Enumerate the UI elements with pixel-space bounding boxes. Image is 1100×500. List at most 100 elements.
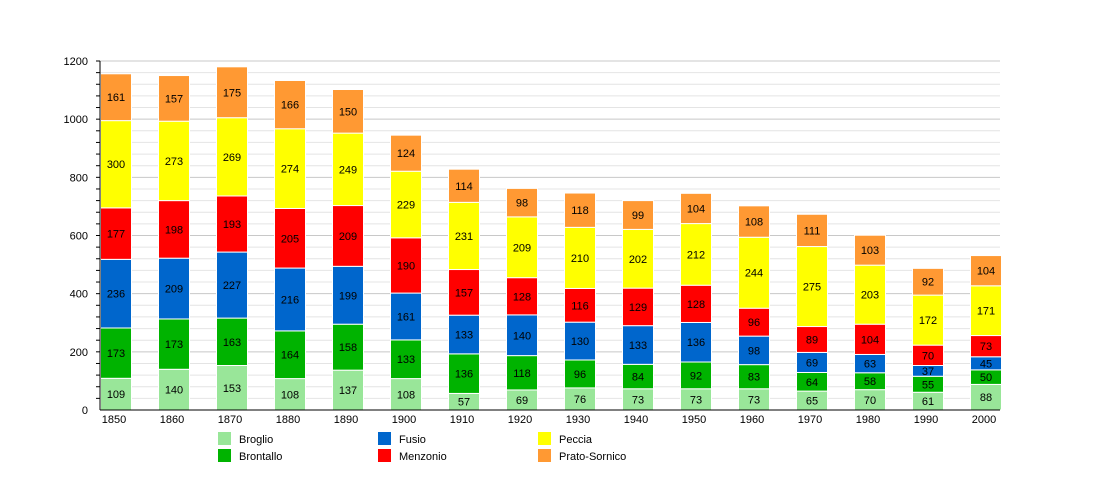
data-label: 73 (632, 394, 644, 406)
data-label: 300 (107, 159, 125, 171)
bar-segment-menzonio (216, 195, 248, 253)
data-label: 203 (861, 290, 879, 302)
data-label: 130 (571, 336, 589, 348)
legend-swatch (378, 432, 391, 445)
x-tick-label: 1970 (798, 414, 822, 426)
bar-segment-prato-sornico (970, 255, 1002, 287)
data-label: 274 (281, 164, 299, 176)
bar-segment-peccia (506, 216, 538, 279)
data-label: 273 (165, 156, 183, 168)
legend-swatch (538, 432, 551, 445)
data-label: 118 (513, 368, 531, 380)
bar-segment-fusio (216, 251, 248, 319)
bar-segment-fusio (622, 325, 654, 365)
data-label: 249 (339, 164, 357, 176)
legend-swatch (218, 449, 231, 462)
data-label: 108 (397, 389, 415, 401)
bar-segment-prato-sornico (390, 134, 422, 172)
bar-segment-prato-sornico (564, 192, 596, 228)
bar-segment-fusio (564, 321, 596, 361)
x-tick-label: 1880 (276, 414, 300, 426)
bar-segment-peccia (622, 228, 654, 289)
data-label: 65 (806, 396, 818, 408)
data-label: 153 (223, 383, 241, 395)
legend-swatch (218, 432, 231, 445)
data-label: 229 (397, 200, 415, 212)
bar-segment-prato-sornico (738, 205, 770, 238)
data-label: 133 (455, 330, 473, 342)
data-label: 98 (748, 345, 760, 357)
bar-segment-brontallo (738, 364, 770, 390)
bar-segment-prato-sornico (274, 79, 306, 130)
bar-segment-peccia (390, 170, 422, 239)
data-label: 231 (455, 231, 473, 243)
x-tick-label: 1940 (624, 414, 648, 426)
data-label: 99 (632, 210, 644, 222)
x-tick-label: 1850 (102, 414, 126, 426)
data-label: 175 (223, 87, 241, 99)
data-label: 190 (397, 260, 415, 272)
data-label: 236 (107, 289, 125, 301)
bar-segment-prato-sornico (680, 192, 712, 225)
x-tick-label: 1900 (392, 414, 416, 426)
data-label: 163 (223, 337, 241, 349)
bar-segment-brontallo (332, 323, 364, 371)
data-label: 150 (339, 106, 357, 118)
bar-segment-prato-sornico (854, 234, 886, 266)
data-label: 161 (107, 92, 125, 104)
data-label: 171 (977, 306, 995, 318)
data-label: 209 (513, 242, 531, 254)
data-label: 124 (397, 148, 415, 160)
bar-segment-fusio (738, 335, 770, 366)
data-label: 55 (922, 379, 934, 391)
legend-label: Peccia (559, 434, 593, 446)
data-label: 209 (339, 231, 357, 243)
data-label: 198 (165, 224, 183, 236)
data-label: 73 (980, 341, 992, 353)
bar-segment-prato-sornico (216, 66, 248, 119)
data-label: 202 (629, 254, 647, 266)
x-tick-label: 1870 (218, 414, 242, 426)
x-tick-label: 1910 (450, 414, 474, 426)
x-tick-label: 1990 (914, 414, 938, 426)
data-label: 209 (165, 284, 183, 296)
bar-segment-peccia (100, 120, 132, 209)
data-label: 64 (806, 377, 818, 389)
bar-segment-peccia (854, 264, 886, 325)
bar-segment-prato-sornico (332, 89, 364, 134)
bar-segment-broglio (216, 365, 248, 411)
data-label: 70 (864, 395, 876, 407)
data-label: 84 (632, 372, 644, 384)
legend-label: Brontallo (239, 451, 282, 463)
legend-swatch (538, 449, 551, 462)
data-label: 172 (919, 315, 937, 327)
bar-segment-prato-sornico (912, 267, 944, 296)
data-label: 118 (571, 205, 589, 217)
data-label: 136 (687, 337, 705, 349)
data-label: 73 (748, 394, 760, 406)
x-tick-label: 1930 (566, 414, 590, 426)
data-label: 92 (690, 370, 702, 382)
data-label: 63 (864, 359, 876, 371)
bar-segment-prato-sornico (796, 213, 828, 248)
bar-segment-peccia (680, 223, 712, 286)
data-label: 193 (223, 219, 241, 231)
bar-segment-brontallo (216, 317, 248, 367)
bar-segment-fusio (680, 321, 712, 363)
data-label: 69 (516, 395, 528, 407)
bar-segment-menzonio (332, 205, 364, 267)
bar-segment-fusio (274, 267, 306, 332)
bar-segment-peccia (274, 128, 306, 209)
bar-segment-prato-sornico (448, 168, 480, 203)
x-tick-label: 1960 (740, 414, 764, 426)
bar-segment-peccia (216, 117, 248, 197)
data-label: 205 (281, 233, 299, 245)
legend-label: Prato-Sornico (559, 451, 626, 463)
data-label: 157 (455, 287, 473, 299)
y-tick-label: 200 (70, 347, 88, 359)
y-tick-label: 800 (70, 172, 88, 184)
x-tick-label: 1920 (508, 414, 532, 426)
data-label: 216 (281, 294, 299, 306)
bar-segment-fusio (506, 314, 538, 357)
bar-segment-menzonio (274, 207, 306, 269)
